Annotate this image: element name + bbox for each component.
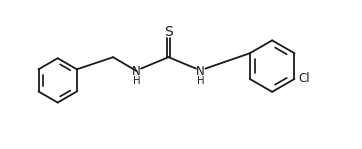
Text: H: H: [132, 76, 140, 86]
Text: N: N: [132, 65, 141, 78]
Text: Cl: Cl: [299, 72, 310, 86]
Text: S: S: [164, 25, 173, 39]
Text: H: H: [197, 76, 205, 86]
Text: N: N: [196, 65, 205, 78]
